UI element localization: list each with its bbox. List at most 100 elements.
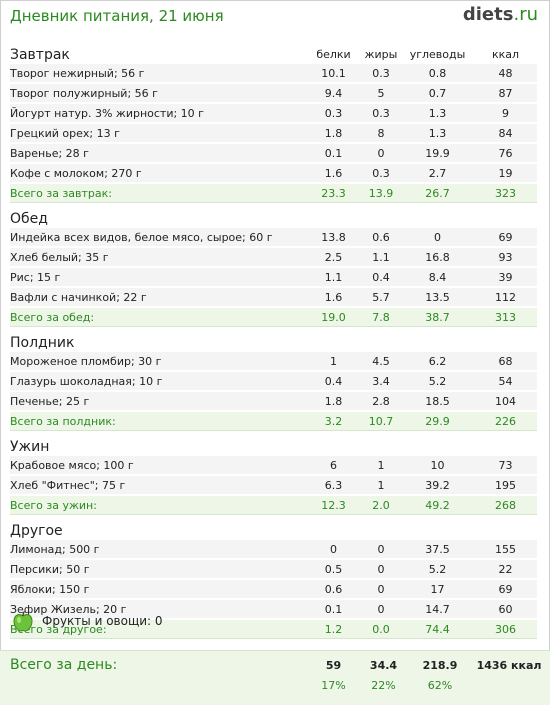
total-kcal: 268 bbox=[474, 495, 537, 515]
food-kcal: 76 bbox=[474, 143, 537, 164]
page-title: Дневник питания, 21 июня bbox=[10, 7, 224, 25]
food-row[interactable]: Кофе с молоком; 270 г 1.6 0.3 2.7 19 bbox=[10, 163, 537, 184]
food-row[interactable]: Варенье; 28 г 0.1 0 19.9 76 bbox=[10, 143, 537, 164]
food-row[interactable]: Мороженое пломбир; 30 г 1 4.5 6.2 68 bbox=[10, 352, 537, 372]
food-carbs: 10 bbox=[401, 456, 474, 476]
day-fat: 34.4 bbox=[369, 659, 398, 672]
food-fat: 0 bbox=[361, 540, 401, 560]
logo-name: diets bbox=[462, 4, 514, 25]
food-carbs: 19.9 bbox=[401, 143, 474, 164]
food-carbs: 13.5 bbox=[401, 287, 474, 308]
food-name: Хлеб "Фитнес"; 75 г bbox=[10, 475, 306, 496]
meal-total-label: Всего за полдник: bbox=[10, 411, 306, 431]
food-protein: 1 bbox=[306, 352, 361, 372]
meal-total-label: Всего за ужин: bbox=[10, 495, 306, 515]
food-fat: 1 bbox=[361, 475, 401, 496]
total-fat: 7.8 bbox=[361, 307, 401, 327]
food-protein: 1.1 bbox=[306, 267, 361, 288]
food-protein: 0.4 bbox=[306, 371, 361, 392]
total-kcal: 306 bbox=[474, 619, 537, 639]
food-kcal: 84 bbox=[474, 123, 537, 144]
food-carbs: 2.7 bbox=[401, 163, 474, 184]
meal-total-row: Всего за полдник: 3.2 10.7 29.9 226 bbox=[10, 411, 537, 431]
food-fat: 5 bbox=[361, 83, 401, 104]
header-blank bbox=[361, 333, 401, 352]
day-fat-pct: 22% bbox=[371, 679, 396, 692]
food-row[interactable]: Печенье; 25 г 1.8 2.8 18.5 104 bbox=[10, 391, 537, 412]
food-name: Яблоки; 150 г bbox=[10, 579, 306, 600]
total-kcal: 313 bbox=[474, 307, 537, 327]
meal-header: Завтрак белки жиры углеводы ккал bbox=[10, 45, 537, 64]
food-protein: 1.6 bbox=[306, 163, 361, 184]
food-row[interactable]: Йогурт натур. 3% жирности; 10 г 0.3 0.3 1.3… bbox=[10, 103, 537, 124]
food-kcal: 69 bbox=[474, 579, 537, 600]
total-kcal: 226 bbox=[474, 411, 537, 431]
food-row[interactable]: Крабовое мясо; 100 г 6 1 10 73 bbox=[10, 456, 537, 476]
header-blank bbox=[361, 209, 401, 228]
food-row[interactable]: Творог нежирный; 56 г 10.1 0.3 0.8 48 bbox=[10, 64, 537, 84]
site-logo[interactable]: diets.ru bbox=[463, 4, 538, 25]
day-protein-pct: 17% bbox=[321, 679, 346, 692]
meal-header: Другое bbox=[10, 521, 537, 540]
food-row[interactable]: Рис; 15 г 1.1 0.4 8.4 39 bbox=[10, 267, 537, 288]
meal-title: Другое bbox=[10, 522, 63, 539]
header-blank bbox=[306, 209, 361, 228]
food-kcal: 155 bbox=[474, 540, 537, 560]
food-carbs: 0.8 bbox=[401, 64, 474, 84]
food-protein: 1.8 bbox=[306, 391, 361, 412]
food-kcal: 87 bbox=[474, 83, 537, 104]
food-row[interactable]: Индейка всех видов, белое мясо, сырое; 6… bbox=[10, 228, 537, 248]
food-row[interactable]: Яблоки; 150 г 0.6 0 17 69 bbox=[10, 579, 537, 600]
food-fat: 0 bbox=[361, 579, 401, 600]
meal-total-row: Всего за ужин: 12.3 2.0 49.2 268 bbox=[10, 495, 537, 515]
food-row[interactable]: Лимонад; 500 г 0 0 37.5 155 bbox=[10, 540, 537, 560]
meal-total-label: Всего за другое: bbox=[10, 619, 306, 639]
food-kcal: 22 bbox=[474, 559, 537, 580]
food-carbs: 1.3 bbox=[401, 123, 474, 144]
food-row[interactable]: Персики; 50 г 0.5 0 5.2 22 bbox=[10, 559, 537, 580]
food-row[interactable]: Хлеб белый; 35 г 2.5 1.1 16.8 93 bbox=[10, 247, 537, 268]
food-row[interactable]: Вафли с начинкой; 22 г 1.6 5.7 13.5 112 bbox=[10, 287, 537, 308]
food-kcal: 48 bbox=[474, 64, 537, 84]
meal-title: Ужин bbox=[10, 438, 50, 455]
food-carbs: 18.5 bbox=[401, 391, 474, 412]
food-row[interactable]: Творог полужирный; 56 г 9.4 5 0.7 87 bbox=[10, 83, 537, 104]
food-name: Крабовое мясо; 100 г bbox=[10, 456, 306, 476]
food-fat: 2.8 bbox=[361, 391, 401, 412]
food-row[interactable]: Глазурь шоколадная; 10 г 0.4 3.4 5.2 54 bbox=[10, 371, 537, 392]
food-fat: 0 bbox=[361, 559, 401, 580]
total-protein: 3.2 bbox=[306, 411, 361, 431]
food-name: Зефир Жизель; 20 г bbox=[10, 599, 306, 620]
meal-total-row: Всего за обед: 19.0 7.8 38.7 313 bbox=[10, 307, 537, 327]
apple-icon bbox=[13, 611, 33, 632]
food-row[interactable]: Хлеб "Фитнес"; 75 г 6.3 1 39.2 195 bbox=[10, 475, 537, 496]
total-fat: 10.7 bbox=[361, 411, 401, 431]
total-protein: 19.0 bbox=[306, 307, 361, 327]
food-name: Печенье; 25 г bbox=[10, 391, 306, 412]
food-row[interactable]: Грецкий орех; 13 г 1.8 8 1.3 84 bbox=[10, 123, 537, 144]
food-fat: 0 bbox=[361, 143, 401, 164]
food-carbs: 39.2 bbox=[401, 475, 474, 496]
fruits-vegetables: Фрукты и овощи: 0 bbox=[12, 610, 163, 632]
food-protein: 10.1 bbox=[306, 64, 361, 84]
food-protein: 0.5 bbox=[306, 559, 361, 580]
food-fat: 0 bbox=[361, 599, 401, 620]
day-protein: 59 bbox=[325, 659, 342, 672]
food-name: Кофе с молоком; 270 г bbox=[10, 163, 306, 184]
food-carbs: 8.4 bbox=[401, 267, 474, 288]
food-row[interactable]: Зефир Жизель; 20 г 0.1 0 14.7 60 bbox=[10, 599, 537, 620]
food-kcal: 104 bbox=[474, 391, 537, 412]
food-kcal: 39 bbox=[474, 267, 537, 288]
food-fat: 0.3 bbox=[361, 103, 401, 124]
total-carbs: 38.7 bbox=[401, 307, 474, 327]
food-fat: 3.4 bbox=[361, 371, 401, 392]
food-kcal: 68 bbox=[474, 352, 537, 372]
header-blank bbox=[401, 209, 474, 228]
fruits-label: Фрукты и овощи: 0 bbox=[42, 614, 163, 628]
meal-total-label: Всего за завтрак: bbox=[10, 183, 306, 203]
col-kcal: ккал bbox=[491, 48, 520, 61]
food-fat: 1.1 bbox=[361, 247, 401, 268]
food-name: Персики; 50 г bbox=[10, 559, 306, 580]
total-fat: 2.0 bbox=[361, 495, 401, 515]
food-protein: 6.3 bbox=[306, 475, 361, 496]
